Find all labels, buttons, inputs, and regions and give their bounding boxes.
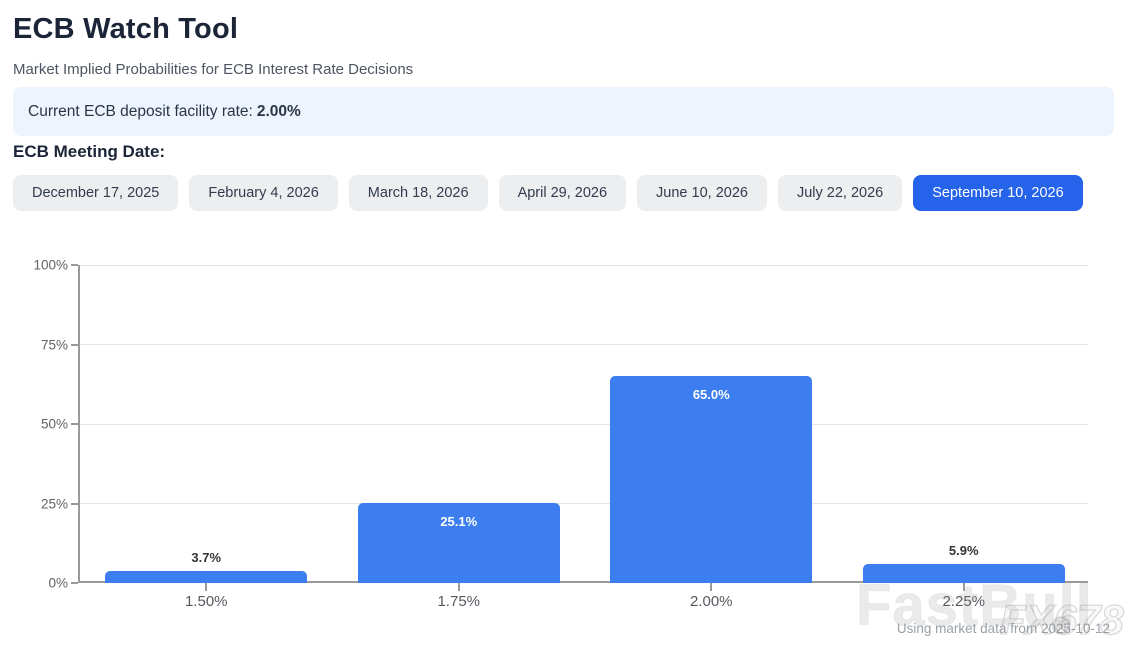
meeting-date-heading: ECB Meeting Date:: [13, 142, 166, 161]
bar-value-label-1.75%: 25.1%: [440, 514, 478, 530]
x-axis-tick-2.00%: [710, 583, 713, 591]
page-title: ECB Watch Tool: [13, 13, 239, 45]
data-source-caption: Using market data from 2025-10-12: [896, 621, 1110, 636]
y-axis-label-0: 0%: [48, 575, 68, 591]
meeting-date-button-2[interactable]: February 4, 2026: [189, 175, 338, 211]
bar-value-label-2.00%: 65.0%: [692, 387, 730, 403]
y-gridline-25: [80, 503, 1088, 504]
probability-bar-chart: 0% 25% 50% 75% 100% 3.7% 1.50% 25.1% 1.75% 65.0% 2…: [33, 258, 1088, 610]
y-axis-tick-75: [71, 343, 78, 346]
x-axis-label-2.25%: 2.25%: [942, 593, 986, 610]
current-rate-value: 2.00%: [256, 102, 301, 120]
x-axis-label-1.50%: 1.50%: [184, 593, 228, 610]
y-gridline-100: [80, 264, 1088, 266]
y-axis-tick-50: [71, 423, 78, 425]
meeting-date-button-1[interactable]: December 17, 2025: [13, 175, 179, 211]
y-axis-label-50: 50%: [40, 416, 68, 432]
bar-1.50%[interactable]: [105, 571, 308, 583]
y-axis-tick-0: [71, 582, 78, 584]
bar-2.25%[interactable]: [862, 564, 1065, 583]
y-gridline-75: [80, 344, 1088, 345]
x-axis-tick-1.50%: [205, 583, 208, 591]
y-gridline-50: [80, 423, 1088, 425]
y-axis-label-75: 75%: [40, 337, 68, 352]
current-rate-banner: Current ECB deposit facility rate: 2.00%: [13, 87, 1114, 136]
current-rate-label: Current ECB deposit facility rate:: [28, 102, 253, 120]
page-subtitle: Market Implied Probabilities for ECB Int…: [13, 61, 414, 78]
meeting-date-button-3[interactable]: March 18, 2026: [348, 175, 488, 211]
x-axis-tick-1.75%: [457, 583, 460, 591]
y-axis-tick-25: [71, 502, 78, 505]
meeting-date-button-4[interactable]: April 29, 2026: [498, 175, 627, 211]
meeting-date-button-6[interactable]: July 22, 2026: [777, 175, 903, 211]
bar-value-label-1.50%: 3.7%: [191, 550, 222, 566]
meeting-date-button-row: December 17, 2025 February 4, 2026 March 1…: [13, 175, 1083, 211]
bar-2.00%[interactable]: [610, 376, 813, 583]
bar-value-label-2.25%: 5.9%: [948, 543, 979, 559]
x-axis-tick-2.25%: [962, 583, 965, 591]
y-axis-label-100: 100%: [33, 257, 68, 273]
y-axis-label-25: 25%: [40, 496, 68, 511]
x-axis-label-2.00%: 2.00%: [689, 593, 733, 610]
y-axis-tick-100: [71, 264, 78, 266]
x-axis-label-1.75%: 1.75%: [437, 593, 481, 610]
bar-1.75%[interactable]: [357, 503, 560, 583]
meeting-date-button-7-selected[interactable]: September 10, 2026: [913, 175, 1083, 211]
meeting-date-button-5[interactable]: June 10, 2026: [637, 175, 767, 211]
